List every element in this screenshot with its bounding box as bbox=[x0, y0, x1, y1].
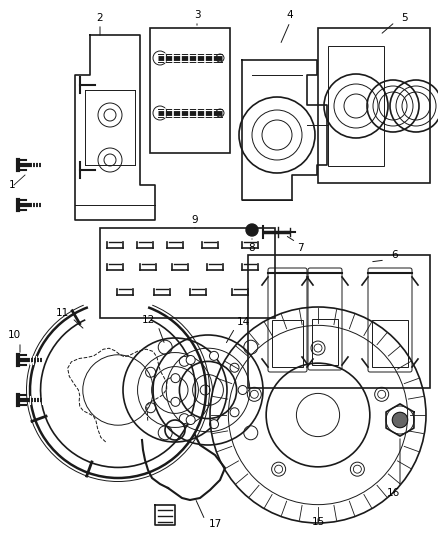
Circle shape bbox=[186, 416, 195, 424]
Bar bbox=[372, 320, 408, 367]
Bar bbox=[318, 28, 430, 183]
Text: 6: 6 bbox=[392, 250, 398, 260]
Text: 4: 4 bbox=[287, 10, 293, 20]
Bar bbox=[328, 46, 384, 166]
Text: 17: 17 bbox=[208, 519, 222, 529]
Circle shape bbox=[171, 397, 180, 406]
Circle shape bbox=[230, 408, 239, 417]
Text: 1: 1 bbox=[9, 180, 15, 190]
Circle shape bbox=[238, 385, 247, 394]
Circle shape bbox=[209, 419, 219, 429]
Text: 12: 12 bbox=[141, 315, 155, 325]
Circle shape bbox=[246, 224, 258, 236]
Text: 3: 3 bbox=[194, 10, 200, 20]
Bar bbox=[150, 28, 230, 153]
Text: 5: 5 bbox=[402, 13, 408, 23]
Text: 16: 16 bbox=[386, 488, 399, 498]
Bar bbox=[312, 319, 338, 365]
Circle shape bbox=[171, 374, 180, 383]
Bar bbox=[248, 255, 430, 388]
Text: 2: 2 bbox=[97, 13, 103, 23]
Text: 11: 11 bbox=[55, 308, 69, 318]
Text: 8: 8 bbox=[249, 243, 255, 253]
Text: 15: 15 bbox=[311, 517, 325, 527]
Bar bbox=[100, 228, 275, 318]
Text: 10: 10 bbox=[7, 330, 21, 340]
Text: 14: 14 bbox=[237, 317, 250, 327]
Circle shape bbox=[186, 356, 195, 365]
Circle shape bbox=[230, 363, 239, 372]
Circle shape bbox=[392, 413, 408, 427]
Bar bbox=[272, 320, 303, 367]
Text: 7: 7 bbox=[297, 243, 303, 253]
Text: 9: 9 bbox=[192, 215, 198, 225]
Circle shape bbox=[209, 351, 219, 360]
